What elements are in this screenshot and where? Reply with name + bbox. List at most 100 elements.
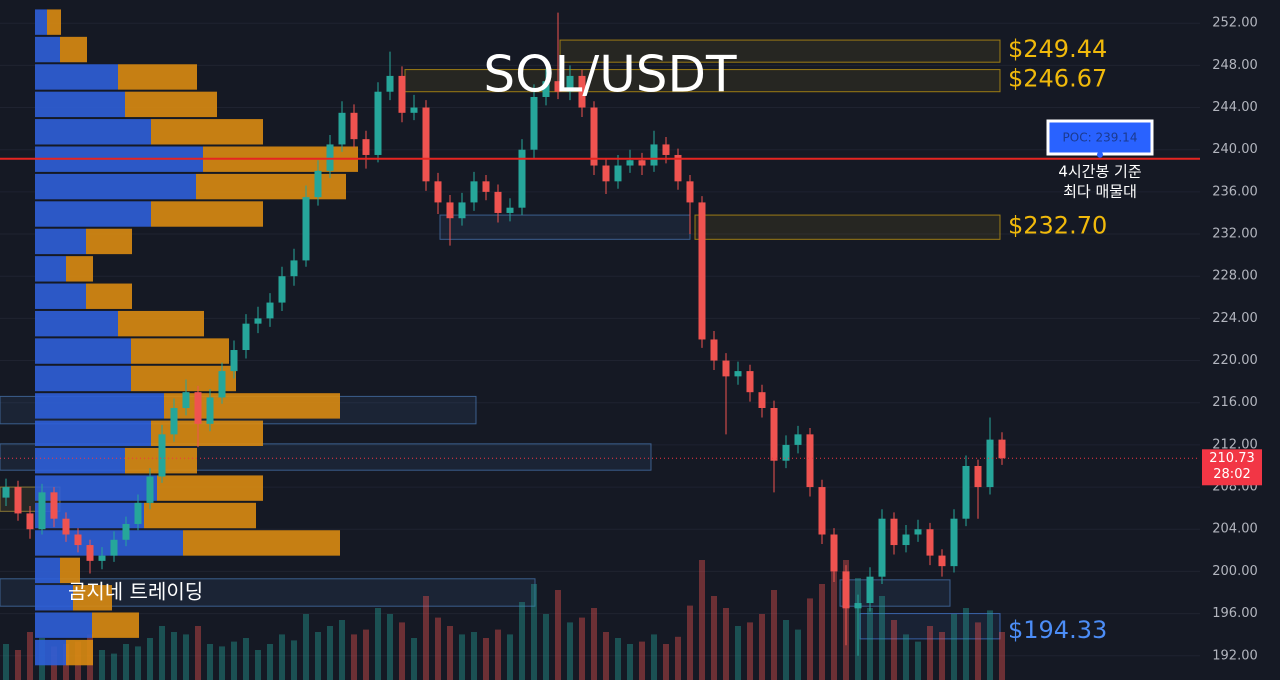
candle-body — [842, 571, 850, 609]
candle-body — [866, 576, 874, 604]
volume-bar — [759, 614, 765, 680]
volume-bar — [795, 629, 801, 680]
candle-body — [542, 81, 550, 97]
overlay: $249.44$246.67 $232.70 $194.33 POC: 239.14 4… — [0, 35, 1262, 644]
candle-body — [290, 260, 298, 277]
profile-buy — [35, 420, 151, 447]
volume-bar — [987, 610, 993, 680]
profile-sell — [60, 557, 80, 584]
profile-buy — [35, 448, 125, 474]
volume-bar — [675, 636, 681, 680]
y-tick-label: 220.00 — [1212, 353, 1258, 368]
candle-body — [266, 302, 274, 319]
volume-bar — [579, 617, 585, 680]
candle-body — [506, 207, 514, 213]
candle-body — [794, 434, 802, 445]
last-price-label: 210.73 — [1209, 451, 1255, 466]
volume-bar — [771, 590, 777, 680]
level-label: $232.70 — [1008, 212, 1107, 240]
volume-bar — [567, 622, 573, 680]
candle-body — [674, 154, 682, 182]
profile-buy — [35, 9, 47, 35]
candle-body — [470, 181, 478, 203]
volume-bar — [687, 605, 693, 680]
profile-sell — [118, 310, 204, 337]
candle-body — [662, 144, 670, 155]
candle-body — [914, 529, 922, 535]
profile-buy — [35, 119, 151, 145]
candle-body — [494, 191, 502, 213]
profile-buy — [35, 612, 92, 638]
profile-buy — [35, 338, 131, 364]
volume-bar — [483, 638, 489, 680]
candle-body — [362, 139, 370, 155]
candle-body — [350, 112, 358, 140]
candle-body — [878, 518, 886, 577]
candle-body — [830, 534, 838, 572]
profile-sell — [144, 502, 256, 529]
candle-body — [182, 392, 190, 408]
candle-body — [566, 75, 574, 92]
candle-body — [974, 465, 982, 488]
candle-body — [194, 392, 202, 424]
candle-body — [38, 492, 46, 530]
volume-bar — [915, 641, 921, 680]
volume-bar — [507, 634, 513, 680]
candle-body — [686, 181, 694, 203]
profile-buy — [35, 64, 118, 90]
volume-bar — [339, 620, 345, 680]
candle-body — [398, 75, 406, 113]
level-zone — [559, 39, 1001, 63]
poc-note: 4시간봉 기준 — [1058, 163, 1142, 181]
volume-bar — [699, 560, 705, 680]
profile-sell — [60, 36, 87, 63]
volume-bar — [267, 644, 273, 680]
poc-dot — [1097, 151, 1103, 158]
candle-body — [962, 465, 970, 519]
profile-sell — [118, 64, 197, 90]
candle-body — [854, 603, 862, 609]
profile-sell — [125, 91, 217, 118]
candle-body — [410, 107, 418, 113]
y-tick-label: 252.00 — [1212, 16, 1258, 31]
y-tick-label: 248.00 — [1212, 58, 1258, 73]
volume-bar — [639, 641, 645, 680]
volume-bar — [207, 644, 213, 680]
profile-buy — [35, 91, 125, 118]
level-zone — [859, 613, 1001, 640]
volume-bar — [351, 634, 357, 680]
candle-body — [638, 160, 646, 166]
candle-body — [902, 534, 910, 546]
candle-body — [554, 81, 562, 92]
volume-bar — [459, 634, 465, 680]
candle-body — [74, 534, 82, 546]
profile-sell — [86, 228, 132, 255]
candle-body — [722, 360, 730, 377]
volume-bar — [27, 632, 33, 680]
volume-bar — [363, 629, 369, 680]
candle-body — [2, 487, 10, 498]
profile-sell — [183, 530, 340, 556]
candle-body — [986, 439, 994, 488]
candle-body — [698, 202, 706, 340]
volume-bar — [663, 644, 669, 680]
profile-sell — [151, 119, 263, 145]
volume-bar — [243, 638, 249, 680]
candle-body — [614, 165, 622, 182]
volume-bar — [3, 644, 9, 680]
candle-body — [710, 339, 718, 361]
candle-body — [446, 202, 454, 219]
volume-bar — [975, 622, 981, 680]
candle-body — [122, 523, 130, 540]
candle-body — [14, 487, 22, 514]
volume-bar — [255, 650, 261, 680]
profile-buy — [35, 256, 66, 282]
candle-body — [326, 144, 334, 171]
volume-bar — [831, 566, 837, 680]
volume-bar — [963, 608, 969, 680]
candle-body — [86, 545, 94, 561]
candle-body — [206, 397, 214, 424]
candle-body — [818, 487, 826, 535]
candle-body — [170, 408, 178, 435]
